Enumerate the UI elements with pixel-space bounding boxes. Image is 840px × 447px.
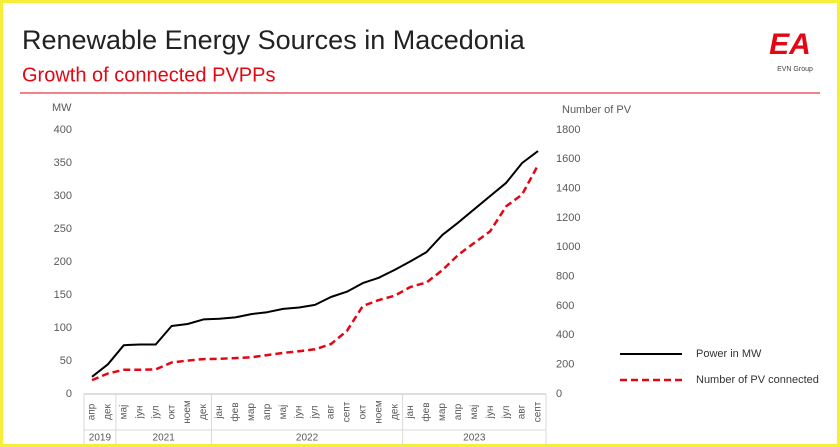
y-tick-label: 150	[54, 289, 72, 301]
x-tick-label: дек	[389, 403, 400, 419]
logo-subtitle: EVN Group	[777, 66, 813, 73]
y2-tick-label: 1800	[556, 124, 580, 136]
legend-label: Power in MW	[696, 348, 762, 360]
y-tick-label: 0	[66, 388, 72, 400]
series-line	[91, 150, 539, 378]
y-tick-label: 100	[54, 322, 72, 334]
x-tick-label: јун	[134, 406, 145, 420]
y2-tick-label: 800	[556, 271, 574, 283]
x-tick-label: ноем	[182, 400, 193, 424]
x-tick-label: фев	[229, 402, 241, 421]
x-tick-label: јул	[150, 405, 161, 419]
chart-subtitle: Growth of connected PVPPs	[22, 64, 275, 86]
x-tick-label: фев	[420, 402, 432, 421]
x-tick-label: јун	[294, 406, 305, 420]
x-tick-label: јул	[310, 405, 321, 419]
y-axis-label: MW	[52, 102, 72, 114]
x-tick-label: мар	[246, 403, 257, 421]
year-label: 2022	[296, 433, 319, 444]
x-tick-label: дек	[103, 403, 114, 419]
x-tick-label: авг	[517, 404, 528, 419]
x-tick-label: јан	[214, 405, 225, 419]
x-tick-label: апр	[87, 403, 98, 420]
x-tick-label: авг	[326, 404, 337, 419]
y2-tick-label: 1600	[556, 153, 580, 165]
y2-tick-label: 1400	[556, 183, 580, 195]
y2-tick-label: 400	[556, 329, 574, 341]
y2-tick-label: 200	[556, 359, 574, 371]
y2-tick-label: 1200	[556, 212, 580, 224]
y2-tick-label: 600	[556, 300, 574, 312]
y-tick-label: 200	[54, 256, 72, 268]
year-label: 2019	[89, 433, 112, 444]
y-tick-label: 50	[60, 355, 72, 367]
x-tick-label: јул	[501, 405, 512, 419]
x-tick-label: ноем	[373, 400, 384, 424]
logo: EA	[769, 28, 811, 61]
x-tick-label: септ	[342, 401, 353, 422]
x-tick-label: апр	[453, 403, 464, 420]
x-tick-label: септ	[533, 401, 544, 422]
y-tick-label: 350	[54, 157, 72, 169]
y2-tick-label: 0	[556, 388, 562, 400]
x-tick-label: мај	[118, 405, 129, 420]
y-tick-label: 400	[54, 124, 72, 136]
legend-label: Number of PV connected	[696, 374, 819, 386]
series-line	[91, 164, 540, 382]
y2-tick-label: 1000	[556, 241, 580, 253]
x-tick-label: дек	[198, 403, 209, 419]
x-tick-label: мар	[437, 403, 448, 421]
x-tick-label: мај	[469, 405, 480, 420]
chart-title: Renewable Energy Sources in Macedonia	[22, 25, 526, 55]
y-tick-label: 250	[54, 223, 72, 235]
x-tick-label: окт	[357, 404, 368, 419]
x-tick-label: мај	[278, 405, 289, 420]
year-label: 2021	[153, 433, 176, 444]
x-tick-label: јан	[405, 405, 416, 419]
x-tick-label: јун	[485, 406, 496, 420]
year-label: 2023	[463, 433, 486, 444]
y-tick-label: 300	[54, 190, 72, 202]
x-tick-label: окт	[166, 404, 177, 419]
x-tick-label: апр	[262, 403, 273, 420]
y2-axis-label: Number of PV	[562, 104, 632, 116]
